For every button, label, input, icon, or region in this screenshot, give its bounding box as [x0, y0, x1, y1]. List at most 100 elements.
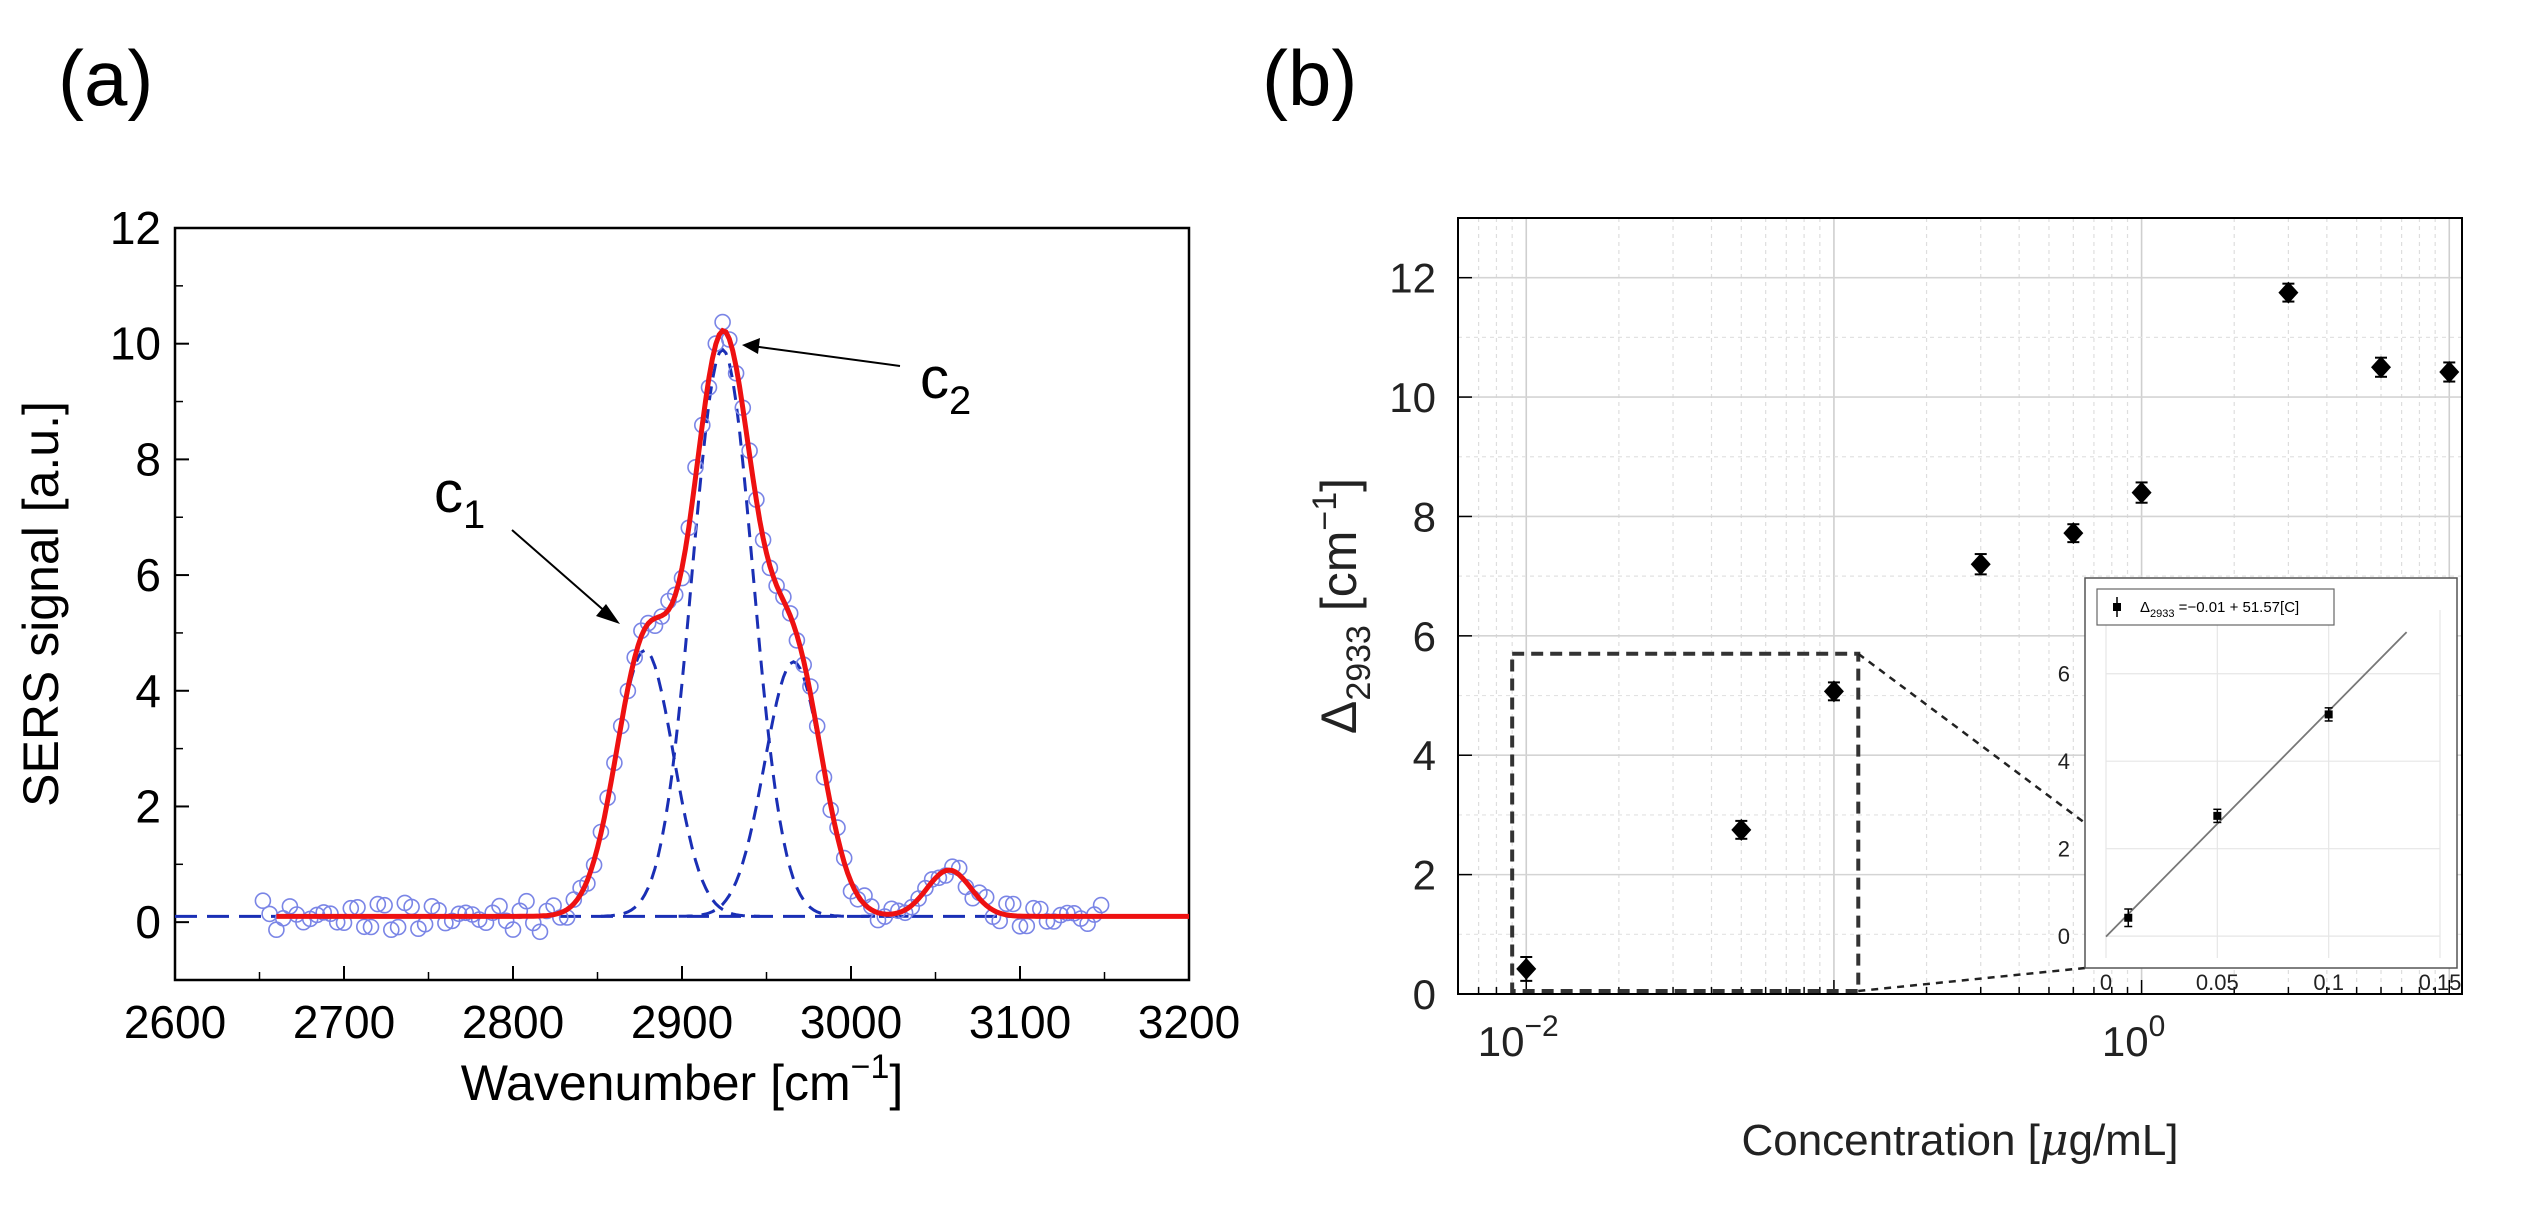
inset-y-tick-label: 0 [2058, 924, 2070, 949]
measured-point [389, 918, 407, 936]
data-point [1516, 957, 1537, 980]
inset-x-tick-label: 0 [2100, 970, 2112, 995]
measured-point [355, 918, 373, 936]
inset-data-point [2213, 811, 2222, 820]
measured-point [1004, 895, 1022, 913]
measured-point [714, 313, 731, 331]
annotation-c1-arrowhead [596, 604, 620, 624]
inset-legend: Δ2933 =−0.01 + 51.57[C] [2096, 588, 2335, 626]
inset-legend-marker [2113, 603, 2121, 611]
measured-point [518, 892, 535, 910]
measured-point [457, 904, 475, 922]
annotation-c1-arrow [511, 529, 609, 615]
measured-point [268, 921, 285, 939]
panel-b-y-axis-label: Δ2933 [cm−1] [1306, 478, 1378, 734]
inset-fit-line [2105, 631, 2408, 938]
measured-point [531, 923, 549, 941]
measured-point [369, 895, 387, 913]
panel-a-x-tick-label: 3000 [800, 996, 902, 1048]
panel-a-y-tick-label: 6 [135, 549, 161, 601]
total-fit-curve [276, 327, 1189, 919]
annotation-c2-arrowhead [742, 338, 760, 354]
inset-x-tick-label: 0.1 [2313, 970, 2344, 995]
data-point [1731, 818, 1752, 841]
data-point [2371, 356, 2392, 379]
panel-b-x-tick-label: 10−2 [1478, 1010, 1559, 1065]
panel-b-label: (b) [1262, 34, 1357, 122]
panel-b-y-tick-label: 10 [1389, 374, 1436, 421]
inset-data-point [2124, 913, 2133, 922]
panel-a-x-axis-label: Wavenumber [cm−1] [461, 1048, 904, 1111]
inset-x-tick-label: 0.15 [2419, 970, 2462, 995]
measured-point [944, 858, 961, 876]
panel-b-tick-labels: 0 2 4 6 8 10 12 10−2 100 [1389, 255, 2165, 1065]
data-point [1823, 680, 1844, 703]
panel-a-plot-frame [173, 226, 1191, 982]
panel-a-y-tick-label: 4 [135, 665, 161, 717]
inset-y-tick-label: 4 [2058, 749, 2070, 774]
measured-point [261, 905, 278, 923]
inset-legend-box [2096, 588, 2335, 626]
measured-point [639, 614, 657, 632]
panel-b-y-tick-label: 12 [1389, 255, 1436, 302]
panel-b-y-tick-label: 6 [1413, 613, 1436, 660]
measured-point [1092, 896, 1110, 914]
inset-data-point [2324, 710, 2333, 719]
inset-x-tick-label: 0.05 [2196, 970, 2239, 995]
inset-plot: 0 0.05 0.1 0.15 0 2 4 6 Δ2933 =−0.01 + 51.57[C] [2058, 577, 2462, 995]
data-point [1970, 553, 1991, 576]
data-point [2278, 281, 2299, 304]
measured-point [315, 904, 333, 921]
panel-a-data [175, 313, 1189, 941]
panel-a-axis-ticks [174, 227, 1190, 981]
measured-point [930, 869, 948, 887]
measured-point [362, 918, 380, 936]
measured-point [504, 921, 522, 938]
inset-grid [2105, 610, 2441, 958]
panel-a-x-tick-label: 2900 [631, 996, 733, 1048]
measured-point [450, 905, 468, 923]
panel-b-x-tick-label: 100 [2102, 1010, 2165, 1065]
panel-b-y-tick-label: 8 [1413, 493, 1436, 540]
measured-point [382, 921, 400, 939]
panel-a-label: (a) [58, 34, 153, 122]
data-point [2063, 522, 2084, 545]
panel-a-y-tick-label: 10 [110, 318, 161, 370]
panel-a-y-tick-label: 8 [135, 433, 161, 485]
measured-point [1011, 917, 1029, 935]
annotation-c2: c2 [742, 338, 971, 423]
panel-a-y-axis-label: SERS signal [a.u.] [13, 401, 69, 807]
annotation-c1: c1 [434, 460, 620, 624]
panel-b: (b) 0 2 4 6 8 10 12 10−2 100 0 0.05 0.1 0.15 0 2 4 6 Δ2… [1262, 34, 2463, 1166]
panel-a-x-tick-label: 2800 [462, 996, 564, 1048]
panel-a-x-tick-label: 2600 [124, 996, 226, 1048]
panel-a-y-tick-label: 0 [135, 896, 161, 948]
panel-b-x-axis-label: Concentration [μg/mL] [1741, 1115, 2178, 1166]
panel-a-x-tick-label: 2700 [293, 996, 395, 1048]
measured-point [376, 896, 393, 914]
panel-a-x-tick-label: 3100 [969, 996, 1071, 1048]
panel-a-tick-labels: 2600 2700 2800 2900 3000 3100 3200 0 2 4 6 8 10 12 [110, 202, 1240, 1048]
panel-b-y-tick-label: 0 [1413, 971, 1436, 1018]
measured-point [998, 895, 1015, 913]
measured-point [551, 909, 569, 926]
panel-a-y-tick-label: 12 [110, 202, 161, 254]
zoom-box [1510, 651, 2086, 993]
panel-a-x-tick-label: 3200 [1138, 996, 1240, 1048]
annotation-c1-label: c1 [434, 460, 485, 537]
component-c2-curve [600, 347, 845, 918]
panel-b-plot-frame [1457, 217, 2463, 995]
panel-b-y-tick-label: 2 [1413, 852, 1436, 899]
measured-point [254, 892, 272, 910]
panel-a-y-tick-label: 2 [135, 780, 161, 832]
component-c1-curve [529, 648, 760, 918]
zoom-connector-top [1857, 652, 2086, 825]
measured-point [491, 897, 508, 915]
data-point [2131, 481, 2152, 504]
panel-b-y-tick-label: 4 [1413, 732, 1436, 779]
panel-b-data [1516, 281, 2460, 982]
inset-y-tick-label: 6 [2058, 662, 2070, 687]
inset-tick-labels: 0 0.05 0.1 0.15 0 2 4 6 [2058, 662, 2462, 995]
annotation-c2-arrow [751, 345, 901, 367]
